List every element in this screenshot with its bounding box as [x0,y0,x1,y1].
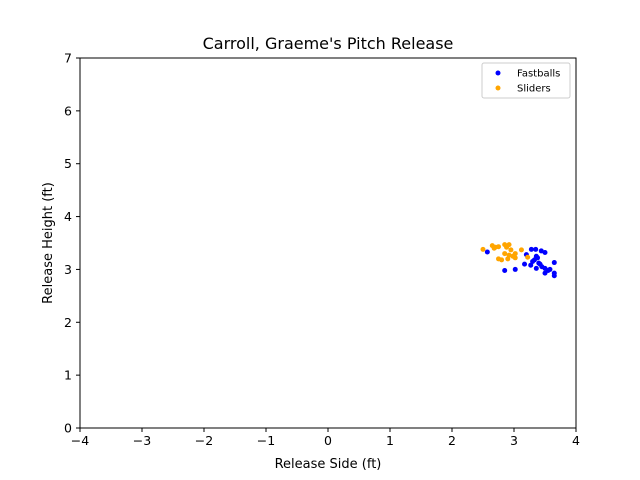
y-tick-label: 4 [64,209,72,224]
point-fastballs [484,249,490,255]
legend-box [481,62,571,99]
point-sliders [505,256,511,262]
point-sliders [508,247,514,253]
point-fastballs [533,253,539,259]
point-sliders [525,254,531,260]
point-fastballs [542,250,548,256]
point-fastballs [528,246,534,252]
plot-frame [79,57,577,429]
point-sliders [502,251,508,257]
y-tick-label: 6 [64,103,72,118]
point-fastballs [537,261,543,267]
point-fastballs [502,267,508,273]
point-fastballs [551,260,557,266]
y-tick-label: 3 [64,262,72,277]
y-tick-label: 0 [64,421,72,436]
y-tick-label: 5 [64,156,72,171]
x-tick-label: 4 [572,433,580,448]
y-tick-label: 7 [64,51,72,66]
legend-marker-sliders [495,85,501,91]
point-fastballs [512,266,518,272]
legend-label-sliders: Sliders [517,84,551,95]
point-sliders [518,247,524,253]
point-fastballs [530,259,536,264]
y-axis-ticks: 0 1 2 3 4 5 6 7 [64,51,80,436]
chart-title: Carroll, Graeme's Pitch Release [203,34,454,53]
point-fastballs [551,273,557,279]
legend-marker-fastballs [495,70,501,76]
point-sliders [506,242,512,248]
point-sliders [512,255,518,261]
x-tick-label: −3 [133,433,151,448]
points-layer [480,242,557,279]
point-sliders [496,244,501,250]
x-tick-label: 1 [386,433,394,448]
x-tick-label: 3 [510,433,518,448]
point-sliders [491,245,497,251]
point-sliders [499,257,505,263]
x-tick-label: 2 [448,433,456,448]
legend-label-fastballs: Fastballs [517,69,560,80]
point-fastballs [533,265,539,271]
point-fastballs [547,266,553,272]
point-fastballs [528,262,534,268]
y-axis-label: Release Height (ft) [41,182,56,304]
x-axis-label: Release Side (ft) [275,457,382,472]
legend: Fastballs Sliders [481,62,571,99]
x-tick-label: −1 [257,433,275,448]
y-tick-label: 2 [64,315,72,330]
x-tick-label: 0 [324,433,332,448]
x-tick-label: −4 [71,433,89,448]
x-tick-label: −2 [195,433,213,448]
point-fastballs [522,261,528,267]
point-fastballs [533,246,539,252]
point-fastballs [542,270,548,276]
x-axis-ticks: −4 −3 −2 −1 0 1 2 3 4 [71,428,580,448]
point-sliders [480,246,486,252]
y-tick-label: 1 [64,368,72,383]
